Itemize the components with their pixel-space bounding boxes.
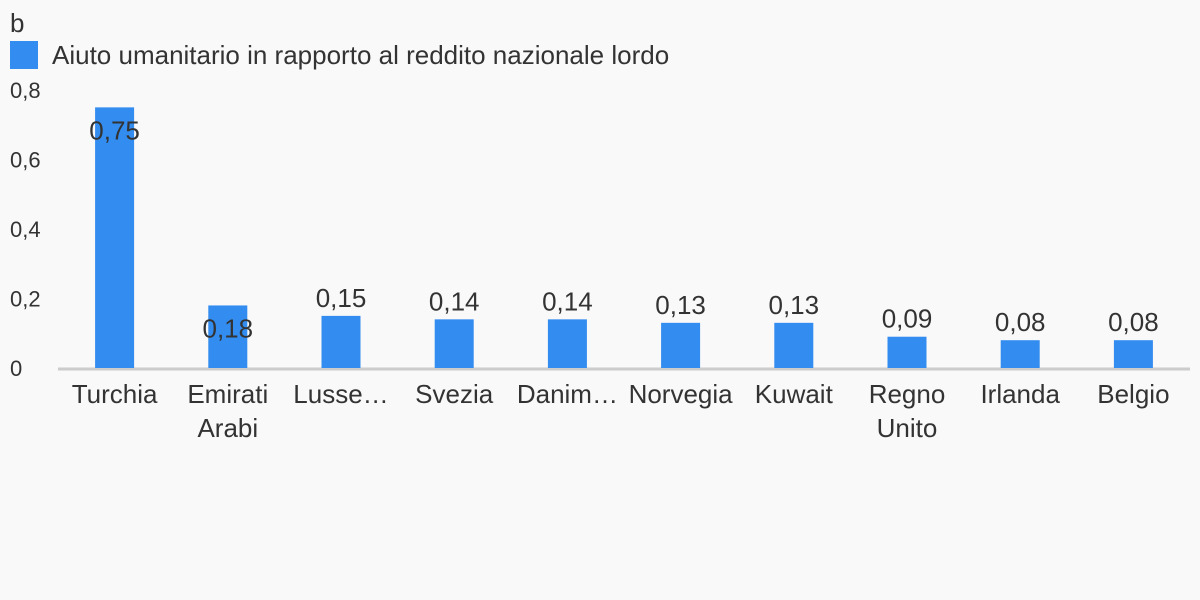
- bar: [321, 315, 361, 368]
- x-tick-label: Belgio: [1097, 379, 1169, 409]
- bar: [434, 319, 474, 368]
- x-tick-label: Emirati Arabi: [187, 379, 268, 443]
- bar: [887, 336, 927, 368]
- data-label: 0,09: [882, 304, 933, 334]
- x-tick-label: Irlanda: [980, 379, 1060, 409]
- data-label: 0,14: [429, 286, 480, 316]
- x-tick-label: Kuwait: [755, 379, 834, 409]
- bar: [208, 305, 248, 368]
- legend-label: Aiuto umanitario in rapporto al reddito …: [52, 39, 670, 70]
- data-label: 0,14: [542, 286, 593, 316]
- bar: [774, 322, 814, 368]
- bar: [661, 322, 701, 368]
- bar: [1000, 340, 1040, 368]
- data-label: 0,75: [89, 115, 140, 145]
- bar: [1113, 340, 1153, 368]
- y-tick-label: 0,6: [10, 148, 41, 173]
- y-tick-label: 0: [10, 356, 22, 381]
- data-label: 0,13: [655, 290, 706, 320]
- data-label: 0,15: [316, 283, 367, 313]
- x-tick-label: Norvegia: [629, 379, 734, 409]
- data-label: 0,13: [768, 290, 819, 320]
- bar: [547, 319, 587, 368]
- legend: Aiuto umanitario in rapporto al reddito …: [10, 38, 669, 72]
- data-label: 0,08: [995, 307, 1046, 337]
- y-tick-label: 0,4: [10, 217, 41, 242]
- x-tick-label: Regno Unito: [869, 379, 946, 443]
- y-tick-label: 0,2: [10, 287, 41, 312]
- x-tick-label: Svezia: [415, 379, 494, 409]
- data-label: 0,18: [202, 313, 253, 343]
- x-tick-label: Turchia: [72, 379, 158, 409]
- legend-swatch: [10, 41, 38, 69]
- x-tick-label: Lusse…: [293, 379, 388, 409]
- x-tick-label: Danim…: [517, 379, 618, 409]
- panel-label: b: [10, 8, 25, 38]
- y-tick-label: 0,8: [10, 78, 41, 103]
- bar: [95, 107, 135, 368]
- data-label: 0,08: [1108, 307, 1159, 337]
